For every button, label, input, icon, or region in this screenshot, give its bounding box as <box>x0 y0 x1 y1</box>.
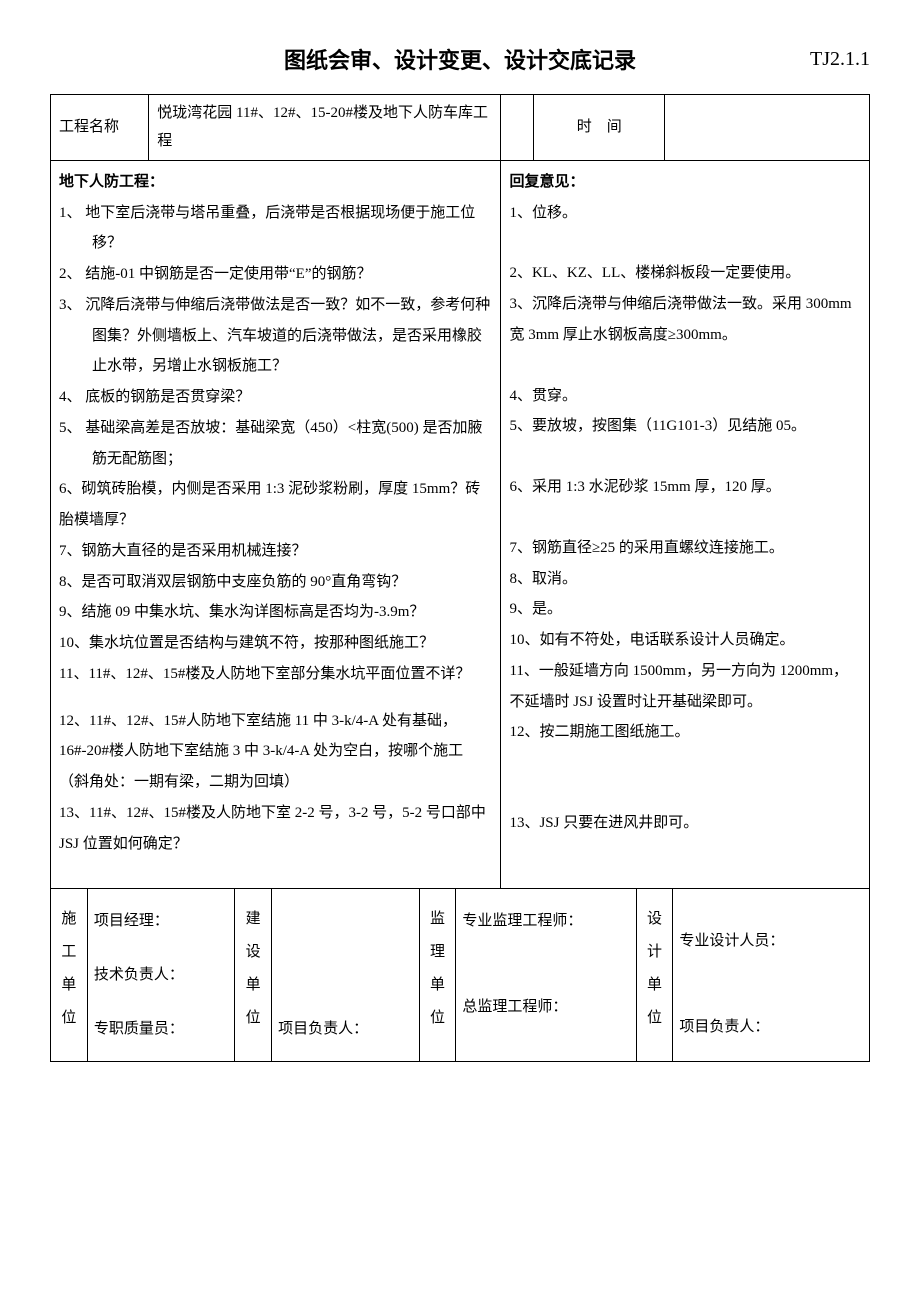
supervision-unit-signers: 专业监理工程师： 总监理工程师： <box>456 889 636 1062</box>
q-3: 3、 沉降后浇带与伸缩后浇带做法是否一致？如不一致，参考何种图集？外侧墙板上、汽… <box>59 290 492 382</box>
design-unit-label: 设计单位 <box>636 889 673 1062</box>
tech-leader-label: 技术负责人： <box>94 957 228 993</box>
answers-heading: 回复意见： <box>509 167 861 198</box>
q-6: 6、砌筑砖胎模，内侧是否采用 1:3 泥砂浆粉刷，厚度 15mm？砖胎模墙厚？ <box>59 474 492 536</box>
construction-unit-label: 施工单位 <box>51 889 88 1062</box>
supervision-unit-label: 监理单位 <box>419 889 456 1062</box>
supervision-engineer-label: 专业监理工程师： <box>462 903 629 939</box>
answers-column: 回复意见： 1、位移。 2、KL、KZ、LL、楼梯斜板段一定要使用。 3、沉降后… <box>509 167 861 870</box>
q-7: 7、钢筋大直径的是否采用机械连接？ <box>59 536 492 567</box>
q-8: 8、是否可取消双层钢筋中支座负筋的 90°直角弯钩？ <box>59 567 492 598</box>
build-unit-signers: 项目负责人： <box>272 889 419 1062</box>
a-7: 7、钢筋直径≥25 的采用直螺纹连接施工。 <box>509 533 861 564</box>
project-name-label: 工程名称 <box>51 94 149 160</box>
a-6: 6、采用 1:3 水泥砂浆 15mm 厚，120 厚。 <box>509 472 861 503</box>
q-13: 13、11#、12#、15#楼及人防地下室 2-2 号，3-2 号，5-2 号口… <box>59 798 492 860</box>
page-title: 图纸会审、设计变更、设计交底记录 <box>284 40 636 82</box>
q-4: 4、 底板的钢筋是否贯穿梁？ <box>59 382 492 413</box>
a-4: 4、贯穿。 <box>509 381 861 412</box>
design-unit-text: 设计单位 <box>647 911 662 1026</box>
time-value <box>665 94 870 160</box>
a-11: 11、一般延墙方向 1500mm，另一方向为 1200mm，不延墙时 JSJ 设… <box>509 656 861 718</box>
design-project-leader-label: 项目负责人： <box>679 1009 863 1045</box>
project-name-value: 悦珑湾花园 11#、12#、15-20#楼及地下人防车库工程 <box>149 94 501 160</box>
a-12: 12、按二期施工图纸施工。 <box>509 717 861 748</box>
doc-code: TJ2.1.1 <box>810 40 870 78</box>
answers-cell: 回复意见： 1、位移。 2、KL、KZ、LL、楼梯斜板段一定要使用。 3、沉降后… <box>501 161 870 888</box>
build-unit-label: 建设单位 <box>235 889 272 1062</box>
design-staff-label: 专业设计人员： <box>679 923 863 959</box>
signature-table: 施工单位 项目经理： 技术负责人： 专职质量员： 建设单位 项目负责人： 监理单… <box>50 889 870 1062</box>
qa-table: 地下人防工程： 1、 地下室后浇带与塔吊重叠，后浇带是否根据现场便于施工位移？ … <box>50 161 870 889</box>
build-project-leader-label: 项目负责人： <box>278 1011 412 1047</box>
header-table: 工程名称 悦珑湾花园 11#、12#、15-20#楼及地下人防车库工程 时 间 <box>50 94 870 161</box>
build-unit-text: 建设单位 <box>246 911 261 1026</box>
a-13: 13、JSJ 只要在进风井即可。 <box>509 808 861 839</box>
a-2: 2、KL、KZ、LL、楼梯斜板段一定要使用。 <box>509 258 861 289</box>
q-5: 5、 基础梁高差是否放坡：基础梁宽（450）<柱宽(500) 是否加腋筋无配筋图… <box>59 413 492 475</box>
title-row: 图纸会审、设计变更、设计交底记录 TJ2.1.1 <box>50 40 870 82</box>
chief-supervisor-label: 总监理工程师： <box>462 989 629 1025</box>
time-label: 时 间 <box>534 94 665 160</box>
a-1: 1、位移。 <box>509 198 861 229</box>
a-3: 3、沉降后浇带与伸缩后浇带做法一致。采用 300mm 宽 3mm 厚止水钢板高度… <box>509 289 861 351</box>
q-2: 2、 结施-01 中钢筋是否一定使用带“E”的钢筋？ <box>59 259 492 290</box>
q-1: 1、 地下室后浇带与塔吊重叠，后浇带是否根据现场便于施工位移？ <box>59 198 492 260</box>
q-9: 9、结施 09 中集水坑、集水沟详图标高是否均为-3.9m？ <box>59 597 492 628</box>
q-11: 11、11#、12#、15#楼及人防地下室部分集水坑平面位置不详？ <box>59 659 492 690</box>
a-8: 8、取消。 <box>509 564 861 595</box>
q-12: 12、11#、12#、15#人防地下室结施 11 中 3-k/4-A 处有基础，… <box>59 706 492 798</box>
project-manager-label: 项目经理： <box>94 903 228 939</box>
a-10: 10、如有不符处，电话联系设计人员确定。 <box>509 625 861 656</box>
construction-unit-text: 施工单位 <box>61 911 76 1026</box>
supervision-unit-text: 监理单位 <box>430 911 445 1026</box>
q-10: 10、集水坑位置是否结构与建筑不符，按那种图纸施工？ <box>59 628 492 659</box>
construction-unit-signers: 项目经理： 技术负责人： 专职质量员： <box>87 889 234 1062</box>
header-spacer <box>501 94 534 160</box>
questions-heading: 地下人防工程： <box>59 167 492 198</box>
design-unit-signers: 专业设计人员： 项目负责人： <box>673 889 870 1062</box>
questions-cell: 地下人防工程： 1、 地下室后浇带与塔吊重叠，后浇带是否根据现场便于施工位移？ … <box>51 161 501 888</box>
a-5: 5、要放坡，按图集（11G101-3）见结施 05。 <box>509 411 861 442</box>
questions-column: 地下人防工程： 1、 地下室后浇带与塔吊重叠，后浇带是否根据现场便于施工位移？ … <box>59 167 492 860</box>
a-9: 9、是。 <box>509 594 861 625</box>
quality-officer-label: 专职质量员： <box>94 1011 228 1047</box>
